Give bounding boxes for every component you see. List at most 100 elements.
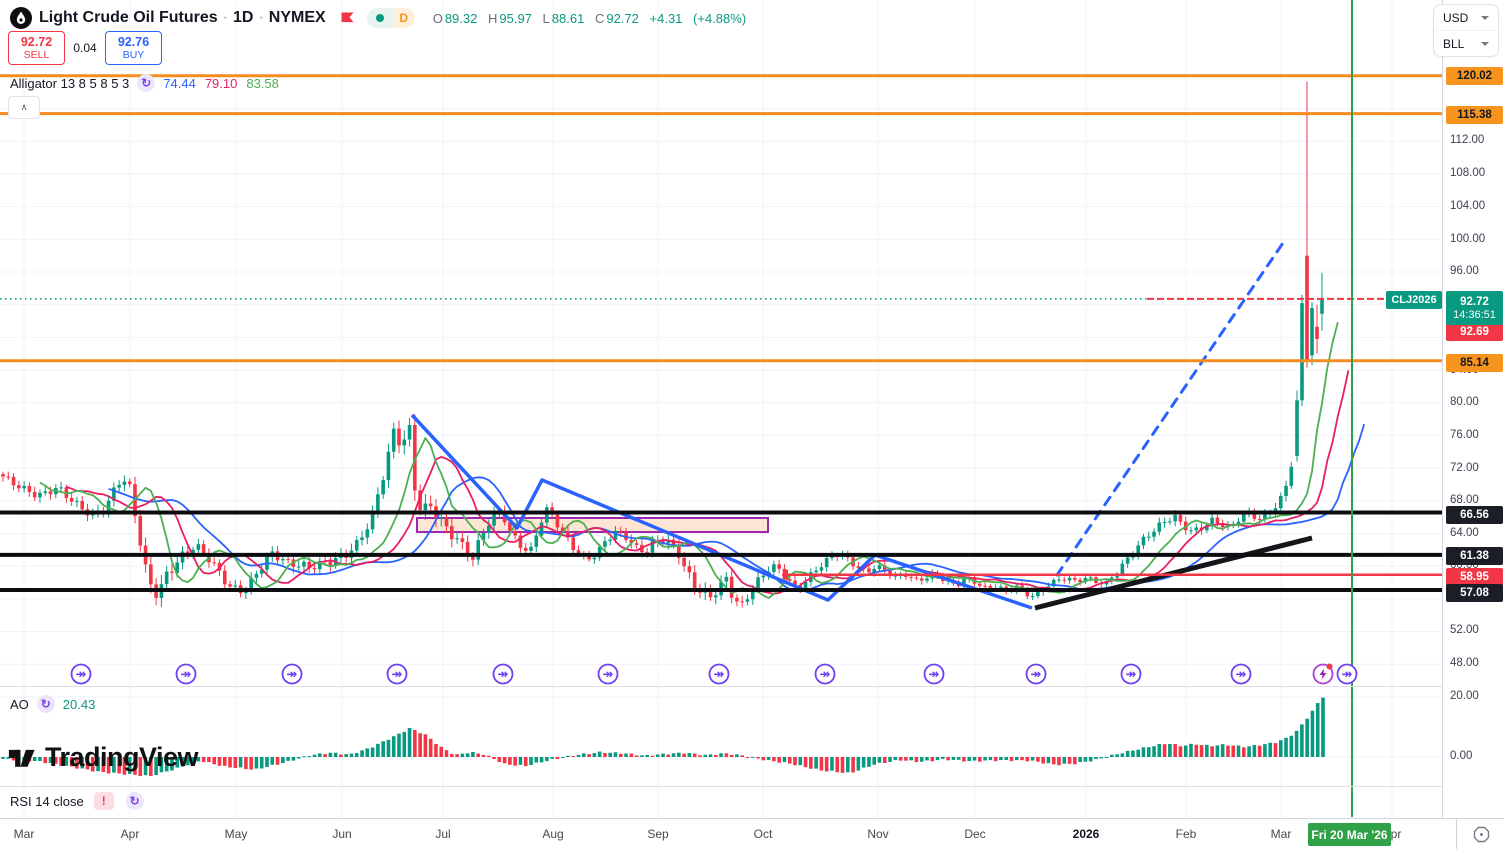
price-tick-label: 0.00	[1450, 750, 1473, 762]
tradingview-logo-icon	[8, 749, 35, 767]
currency-dropdown[interactable]: USD	[1434, 5, 1498, 30]
ohlc-values: O 89.32 H 95.97 L 88.61 C 92.72 +4.31 (+4.88…	[432, 10, 747, 26]
time-axis-month-label: Nov	[867, 827, 889, 841]
time-axis-month-label: Mar	[13, 827, 35, 841]
open-value: 89.32	[444, 10, 478, 26]
daily-interval-badge: D	[392, 8, 415, 28]
crosshair-date-chip: Fri 20 Mar '26	[1308, 823, 1391, 846]
ao-legend[interactable]: AO ↻ 20.43	[10, 695, 95, 713]
svg-text:↠: ↠	[929, 668, 940, 683]
price-level-chip: 66.56	[1446, 506, 1503, 524]
oil-symbol-logo-icon	[10, 7, 32, 29]
market-status-pill[interactable]: D	[366, 8, 415, 28]
alligator-jaw-value: 74.44	[163, 75, 196, 91]
svg-text:↠: ↠	[714, 668, 725, 683]
time-axis-month-label: Feb	[1175, 827, 1197, 841]
ao-indicator-name: AO	[10, 696, 29, 712]
change-percent: (+4.88%)	[693, 10, 747, 26]
time-axis-month-label: Aug	[542, 827, 564, 841]
contract-jump-marker-icon[interactable]: ↠	[1336, 663, 1358, 685]
alligator-legend[interactable]: Alligator 13 8 5 8 5 3 ↻ 74.44 79.10 83.…	[10, 74, 288, 92]
alligator-ma-line[interactable]	[108, 423, 1366, 593]
svg-text:↠: ↠	[392, 668, 403, 683]
contract-jump-marker-icon[interactable]: ↠	[708, 663, 730, 685]
interval-value: 1D	[233, 9, 254, 26]
contract-jump-marker-icon[interactable]: ↠	[386, 663, 408, 685]
symbol-title[interactable]: Light Crude Oil Futures · 1D · NYMEX	[39, 9, 326, 26]
indicator-params: 13 8 5 8 5 3	[60, 75, 130, 91]
price-axis[interactable]: 92.72 14:36:51 112.00 108.00 104.00 100.00 9…	[1442, 0, 1504, 818]
price-level-chip: 57.08	[1446, 584, 1503, 602]
sell-button[interactable]: 92.72 SELL	[8, 31, 65, 65]
svg-text:↠: ↠	[1031, 668, 1042, 683]
svg-text:↠: ↠	[603, 668, 614, 683]
time-axis-month-label: Sep	[647, 827, 669, 841]
alert-lightning-marker-icon[interactable]	[1312, 663, 1334, 685]
contract-jump-marker-icon[interactable]: ↠	[1025, 663, 1047, 685]
price-tick-label: 96.00	[1450, 265, 1479, 277]
spread-value: 0.04	[73, 41, 97, 55]
blue-dashed-projection-line[interactable]	[1055, 238, 1287, 577]
unit-dropdown[interactable]: BLL	[1434, 31, 1498, 56]
scales-settings-cell[interactable]	[1456, 819, 1504, 849]
settings-octagon-icon[interactable]	[1473, 826, 1490, 843]
blue-zigzag-trendline[interactable]	[410, 413, 1033, 610]
svg-text:↠: ↠	[498, 668, 509, 683]
svg-text:↠: ↠	[287, 668, 298, 683]
svg-text:↠: ↠	[1236, 668, 1247, 683]
price-tick-label: 108.00	[1450, 167, 1486, 179]
sync-icon[interactable]: ↻	[36, 695, 55, 713]
price-tick-label: 52.00	[1450, 624, 1479, 636]
time-axis-month-label: 2026	[1072, 827, 1100, 841]
contract-jump-marker-icon[interactable]: ↠	[597, 663, 619, 685]
market-open-dot-icon	[375, 14, 384, 22]
price-tick-label: 64.00	[1450, 527, 1479, 539]
price-chart-canvas[interactable]: ↠ ↠ ↠ ↠ ↠ ↠ ↠ ↠ ↠ ↠ ↠ ↠ ↠	[0, 0, 1504, 818]
rsi-legend[interactable]: RSI 14 close ! ↻	[10, 792, 152, 810]
pane-separator-ao-rsi[interactable]	[0, 786, 1504, 787]
time-axis-month-label: Jul	[435, 827, 451, 841]
time-axis-month-label: Dec	[964, 827, 986, 841]
high-value: 95.97	[499, 10, 532, 26]
price-level-chip: 85.14	[1446, 354, 1503, 372]
contract-jump-marker-icon[interactable]: ↠	[70, 663, 92, 685]
time-axis-month-label: Mar	[1270, 827, 1292, 841]
time-axis-month-label: Apr	[120, 827, 140, 841]
contract-jump-marker-icon[interactable]: ↠	[492, 663, 514, 685]
price-tick-label: 80.00	[1450, 396, 1479, 408]
contract-jump-marker-icon[interactable]: ↠	[281, 663, 303, 685]
ao-value: 20.43	[62, 696, 96, 712]
buy-button[interactable]: 92.76 BUY	[105, 31, 162, 65]
price-level-chip: 115.38	[1446, 106, 1503, 124]
chevron-down-icon	[1481, 15, 1489, 20]
exchange-name: NYMEX	[268, 9, 326, 26]
contract-jump-marker-icon[interactable]: ↠	[1230, 663, 1252, 685]
contract-jump-marker-icon[interactable]: ↠	[814, 663, 836, 685]
flag-icon[interactable]	[340, 11, 355, 26]
price-tick-label: 104.00	[1450, 200, 1486, 212]
pane-separator-price-ao[interactable]	[0, 686, 1504, 687]
contract-jump-marker-icon[interactable]: ↠	[923, 663, 945, 685]
price-level-chip: 120.02	[1446, 67, 1503, 85]
price-level-chip: 58.95	[1446, 568, 1503, 586]
time-axis-month-label: Jun	[332, 827, 352, 841]
sync-icon[interactable]: ↻	[137, 74, 156, 92]
price-tick-label: 76.00	[1450, 429, 1479, 441]
time-axis-month-label: Oct	[753, 827, 773, 841]
contract-label: CLJ2026	[1386, 291, 1442, 309]
sync-icon[interactable]: ↻	[125, 792, 144, 810]
collapse-pane-chevron-button[interactable]: ∧	[8, 96, 40, 119]
price-tick-label: 100.00	[1450, 233, 1486, 245]
price-tick-label: 68.00	[1450, 494, 1479, 506]
contract-jump-marker-icon[interactable]: ↠	[175, 663, 197, 685]
indicator-name: Alligator	[10, 75, 57, 91]
contract-jump-marker-icon[interactable]: ↠	[1120, 663, 1142, 685]
warning-icon[interactable]: !	[93, 792, 114, 810]
alligator-teeth-value: 79.10	[204, 75, 238, 91]
black-trendline[interactable]	[1034, 535, 1313, 611]
time-axis[interactable]: Apr Mar Feb 2026 Dec Nov Oct Sep Aug Jul Jun May Apr…	[0, 818, 1504, 849]
trade-buttons: 92.72 SELL 0.04 92.76 BUY	[8, 31, 162, 65]
symbol-header: Light Crude Oil Futures · 1D · NYMEX D O 89.3…	[10, 6, 753, 30]
price-tick-label: 72.00	[1450, 462, 1479, 474]
